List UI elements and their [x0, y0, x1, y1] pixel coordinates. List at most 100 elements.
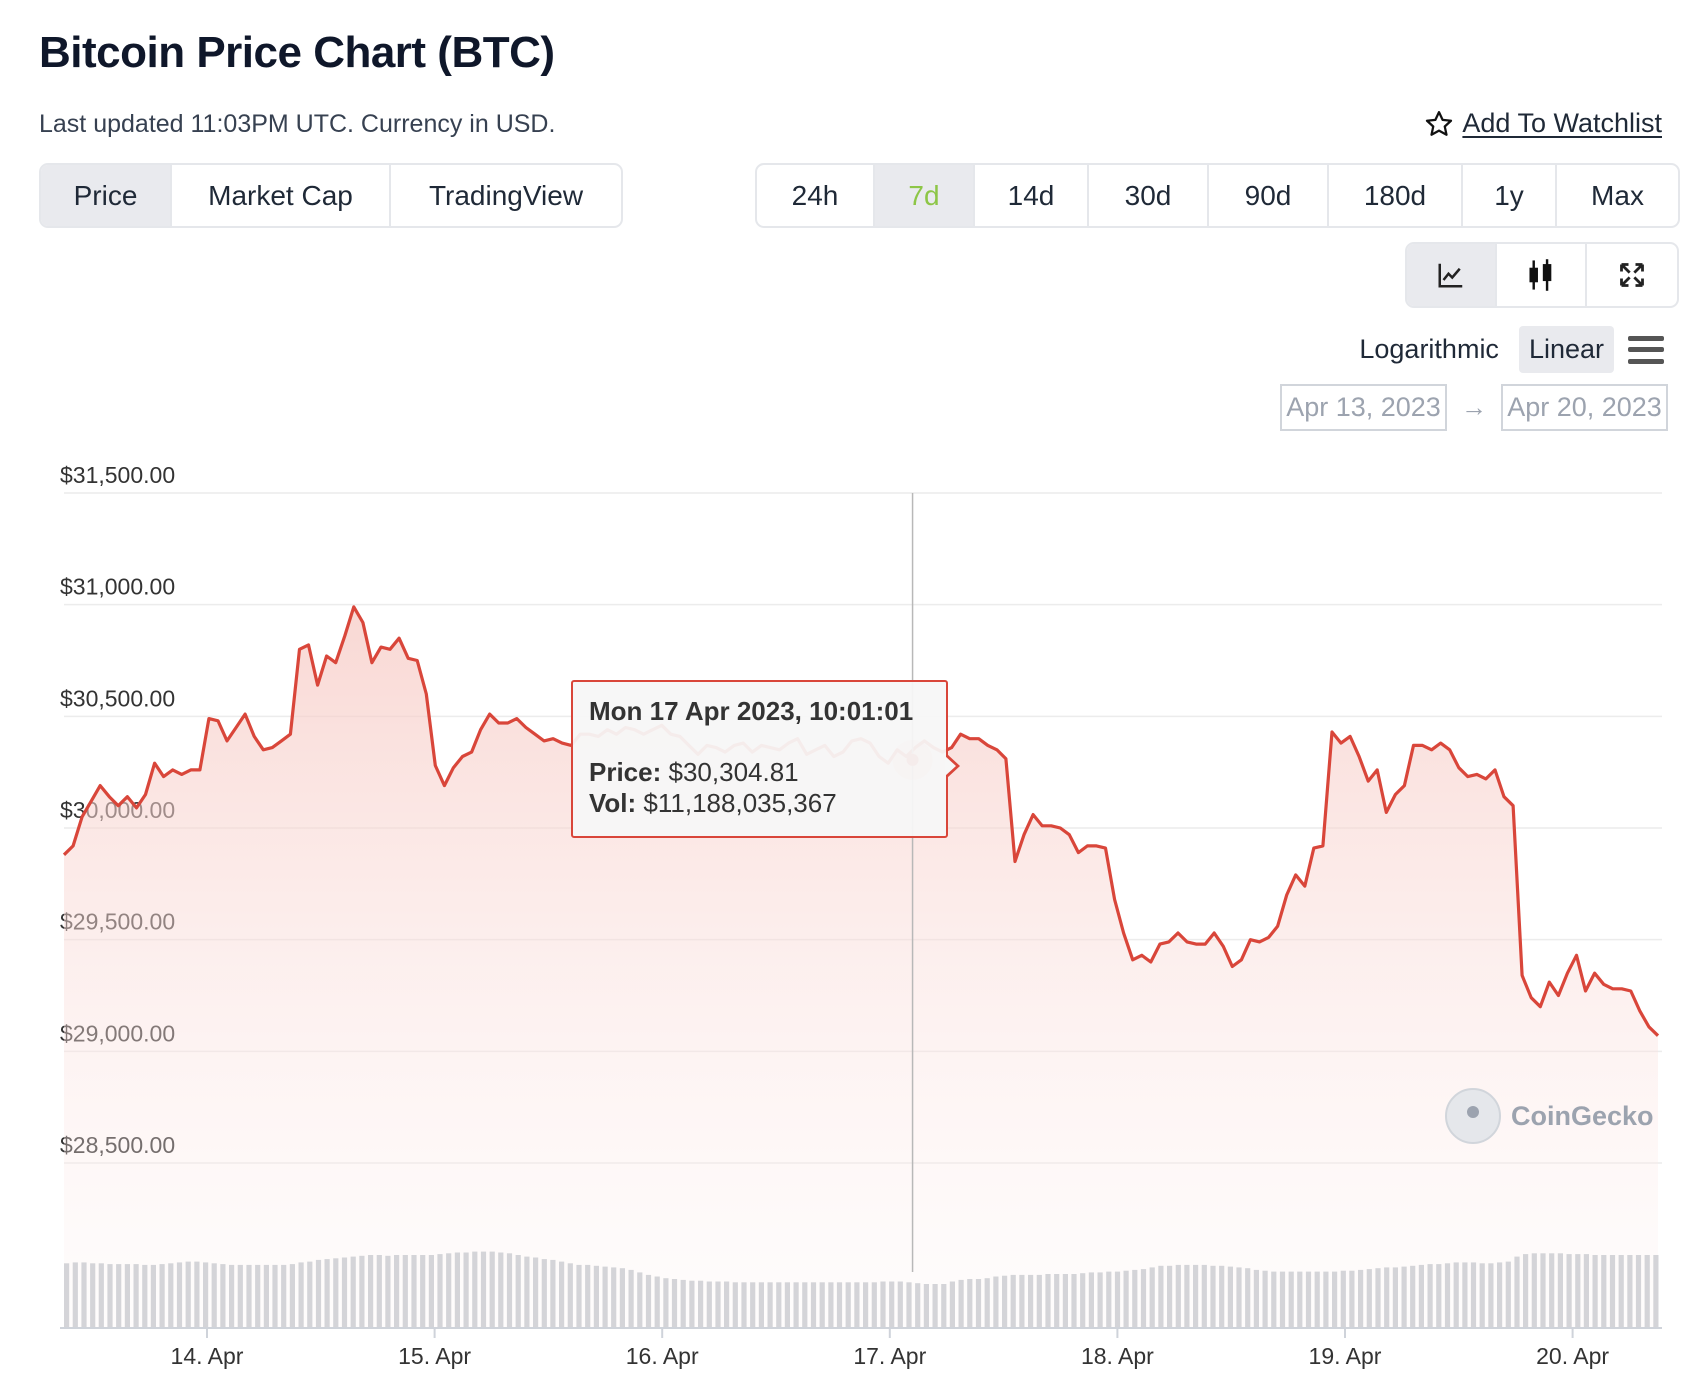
x-tick-label: 18. Apr — [1081, 1343, 1154, 1369]
volume-bar — [637, 1272, 643, 1328]
range-180d[interactable]: 180d — [1329, 165, 1463, 226]
volume-bar — [1635, 1255, 1642, 1328]
volume-bar — [1540, 1253, 1546, 1328]
scale-logarithmic[interactable]: Logarithmic — [1359, 334, 1499, 364]
range-7d[interactable]: 7d — [875, 165, 975, 226]
volume-bar — [1201, 1264, 1207, 1328]
x-tick-label: 15. Apr — [398, 1343, 471, 1369]
fullscreen-button[interactable] — [1587, 244, 1677, 306]
volume-bar — [802, 1282, 808, 1328]
volume-bar — [576, 1264, 582, 1328]
tab-market-cap[interactable]: Market Cap — [172, 165, 391, 226]
volume-bar — [1036, 1274, 1042, 1328]
volume-bar — [1045, 1274, 1051, 1328]
volume-bar — [1080, 1273, 1086, 1328]
volume-bar — [446, 1253, 452, 1328]
range-max[interactable]: Max — [1591, 179, 1644, 211]
volume-bar — [1236, 1267, 1242, 1328]
volume-bar — [498, 1252, 504, 1328]
volume-bar — [506, 1253, 513, 1328]
price-tooltip: Mon 17 Apr 2023, 10:01:01 Price: $30,304… — [571, 680, 960, 838]
volume-bar — [150, 1264, 156, 1328]
volume-bar — [1167, 1265, 1173, 1329]
volume-bar — [810, 1282, 817, 1328]
add-to-watchlist-link[interactable]: Add To Watchlist — [1424, 108, 1662, 139]
tooltip-price-label: Price: — [589, 757, 662, 787]
tooltip-date: Mon 17 Apr 2023, 10:01:01 — [589, 696, 914, 726]
volume-bar — [402, 1255, 408, 1328]
volume-bar — [1410, 1265, 1416, 1329]
volume-bar — [116, 1264, 122, 1328]
volume-bar — [263, 1264, 269, 1328]
volume-bar — [1401, 1266, 1407, 1328]
volume-bar — [72, 1262, 78, 1328]
volume-bar — [159, 1264, 165, 1328]
volume-bar — [1132, 1269, 1138, 1328]
volume-bar — [1557, 1253, 1563, 1328]
line-view-button[interactable] — [1407, 244, 1497, 306]
volume-bar — [428, 1255, 434, 1328]
volume-bar — [385, 1255, 391, 1328]
volume-bar — [98, 1263, 104, 1328]
volume-bar — [1019, 1274, 1025, 1328]
volume-bar — [1297, 1271, 1303, 1328]
volume-bar — [1366, 1269, 1372, 1328]
tab-price[interactable]: Price — [41, 165, 172, 226]
y-tick-label: $31,000.00 — [60, 574, 175, 600]
price-chart[interactable]: $31,500.00$31,000.00$30,500.00$30,000.00… — [0, 450, 1694, 1390]
date-from-input[interactable]: Apr 13, 2023 — [1280, 384, 1447, 431]
page-title: Bitcoin Price Chart (BTC) — [39, 28, 555, 77]
volume-bar — [368, 1255, 374, 1328]
volume-bar — [90, 1263, 96, 1328]
volume-bar — [1479, 1263, 1485, 1328]
chart-type-tabs: Price Market Cap TradingView — [39, 163, 623, 228]
last-updated-text: Last updated 11:03PM UTC. Currency in US… — [39, 110, 556, 138]
volume-bar — [1097, 1272, 1103, 1328]
volume-bar — [1184, 1264, 1190, 1328]
volume-bar — [1071, 1274, 1077, 1328]
volume-bar — [784, 1282, 790, 1328]
volume-bar — [359, 1255, 365, 1328]
range-90d[interactable]: 90d — [1209, 165, 1329, 226]
volume-bar — [289, 1264, 295, 1328]
volume-bar — [1262, 1270, 1268, 1328]
scale-linear[interactable]: Linear — [1518, 326, 1614, 373]
price-area-fill — [64, 606, 1658, 1328]
volume-bar — [1305, 1271, 1312, 1328]
volume-bar — [124, 1264, 130, 1328]
range-14d[interactable]: 14d — [975, 165, 1089, 226]
range-30d[interactable]: 30d — [1089, 165, 1209, 226]
range-1y[interactable]: 1y — [1463, 165, 1557, 226]
volume-bar — [1531, 1253, 1537, 1328]
volume-bar — [1375, 1268, 1381, 1328]
volume-bar — [1653, 1255, 1659, 1328]
volume-bar — [394, 1255, 400, 1328]
scale-selector: Logarithmic Linear — [1349, 326, 1664, 373]
volume-bar — [1549, 1253, 1555, 1328]
volume-bar — [750, 1282, 756, 1328]
volume-bar — [1462, 1262, 1468, 1328]
volume-bar — [480, 1251, 487, 1328]
volume-bar — [1488, 1263, 1494, 1328]
volume-bar — [680, 1279, 686, 1328]
volume-bar — [1583, 1254, 1589, 1328]
volume-bar — [1392, 1267, 1398, 1328]
volume-bar — [1054, 1274, 1060, 1328]
tooltip-vol-label: Vol: — [589, 788, 637, 818]
candlestick-view-button[interactable] — [1497, 244, 1587, 306]
date-to-input[interactable]: Apr 20, 2023 — [1501, 384, 1668, 431]
volume-bar — [1427, 1264, 1433, 1328]
volume-bar — [1627, 1255, 1633, 1328]
brand-name: CoinGecko — [1511, 1100, 1654, 1131]
menu-icon[interactable] — [1628, 335, 1664, 364]
volume-bar — [1644, 1255, 1650, 1328]
volume-bar — [1175, 1264, 1181, 1328]
tab-tradingview[interactable]: TradingView — [428, 179, 584, 211]
volume-bar — [724, 1281, 730, 1328]
volume-bar — [515, 1255, 521, 1328]
volume-bar — [1418, 1264, 1424, 1328]
volume-bar — [1219, 1265, 1225, 1329]
range-24h[interactable]: 24h — [757, 165, 875, 226]
volume-bar — [897, 1281, 903, 1328]
volume-bar — [958, 1279, 964, 1328]
